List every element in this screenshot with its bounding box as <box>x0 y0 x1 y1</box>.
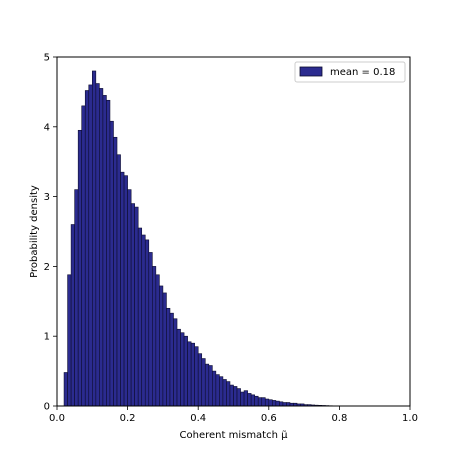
histogram-bar <box>236 388 241 407</box>
histogram-bar <box>116 154 121 407</box>
x-tick-label: 0.4 <box>190 413 206 424</box>
histogram-bar <box>279 401 284 407</box>
y-tick-label: 3 <box>44 192 50 203</box>
x-tick-label: 0.8 <box>331 413 347 424</box>
histogram-bar <box>109 120 114 407</box>
histogram-bar <box>152 266 157 407</box>
histogram-bar <box>113 136 118 407</box>
y-axis-label: Probability density <box>29 185 40 278</box>
histogram-bar <box>137 227 143 407</box>
histogram-bar <box>144 239 150 407</box>
histogram-bar <box>120 171 125 407</box>
histogram-bar <box>81 105 86 407</box>
plot-frame <box>56 56 411 407</box>
histogram-bar <box>212 370 217 407</box>
histogram-bar <box>187 341 192 407</box>
y-axis: 0 1 2 3 4 5 <box>44 53 57 413</box>
histogram-bar <box>77 129 83 407</box>
x-tick-label: 1.0 <box>402 413 418 424</box>
histogram-bar <box>272 400 277 407</box>
y-tick-label: 2 <box>44 262 50 273</box>
histogram-bar <box>208 365 213 407</box>
legend: mean = 0.18 <box>294 61 406 83</box>
histogram-bar <box>74 189 79 407</box>
bars-group <box>63 70 347 407</box>
histogram-bar <box>127 189 132 407</box>
histogram-bar <box>219 376 224 407</box>
legend-box <box>294 61 406 83</box>
y-tick-label: 0 <box>44 402 50 413</box>
histogram-bar <box>162 292 167 407</box>
histogram-bar <box>243 390 248 407</box>
histogram-bar <box>254 395 259 407</box>
histogram-bar <box>194 346 199 407</box>
y-tick-label: 4 <box>44 122 50 133</box>
histogram-bar <box>250 394 255 407</box>
histogram-bar <box>84 90 90 407</box>
histogram-bar <box>257 397 263 407</box>
histogram-bar <box>204 363 210 407</box>
histogram-bar <box>155 274 160 407</box>
histogram-bar <box>215 374 220 407</box>
histogram-bar <box>233 386 238 407</box>
x-axis: 0.0 0.2 0.4 0.6 0.8 1.0 <box>49 406 418 424</box>
histogram-bar <box>63 372 68 407</box>
histogram-bar <box>95 83 100 407</box>
histogram-bar <box>183 335 188 407</box>
histogram-bar <box>282 402 287 407</box>
histogram-bar <box>247 393 252 407</box>
x-tick-label: 0.6 <box>261 413 277 424</box>
x-tick-label: 0.0 <box>49 413 65 424</box>
histogram-bar <box>102 95 107 407</box>
histogram-bar <box>88 84 93 407</box>
legend-swatch <box>299 66 323 77</box>
histogram-bar <box>148 252 153 407</box>
histogram-bar <box>141 234 146 407</box>
histogram-bar <box>169 312 174 407</box>
histogram-bar <box>197 353 203 407</box>
histogram-bar <box>106 99 111 407</box>
histogram-bar <box>173 318 178 407</box>
histogram-bar <box>123 175 128 407</box>
histogram-bar <box>176 328 181 407</box>
histogram-bar <box>261 397 266 407</box>
histogram-bar <box>166 307 171 407</box>
histogram-bar <box>264 398 270 407</box>
histogram-bar <box>201 358 206 407</box>
histogram-bar <box>134 206 139 407</box>
x-tick-label: 0.2 <box>120 413 136 424</box>
histogram-bar <box>180 332 185 407</box>
histogram-bar <box>222 379 227 407</box>
histogram-bar <box>130 203 135 407</box>
histogram-bar <box>159 285 164 407</box>
histogram-bar <box>70 224 75 407</box>
y-tick-label: 1 <box>44 332 50 343</box>
legend-label: mean = 0.18 <box>330 67 395 78</box>
histogram-bar <box>286 402 291 407</box>
histogram-bar <box>240 391 245 407</box>
histogram-bar <box>190 342 195 407</box>
histogram-bar <box>99 88 104 407</box>
histogram-bar <box>229 384 234 407</box>
histogram-bar <box>67 274 72 407</box>
x-axis-label: Coherent mismatch μ̃ <box>180 429 289 441</box>
y-tick-label: 5 <box>44 53 50 64</box>
histogram-bar <box>92 70 97 407</box>
histogram-bar <box>226 381 231 407</box>
histogram-bar <box>275 400 280 407</box>
histogram-bar <box>268 399 273 407</box>
